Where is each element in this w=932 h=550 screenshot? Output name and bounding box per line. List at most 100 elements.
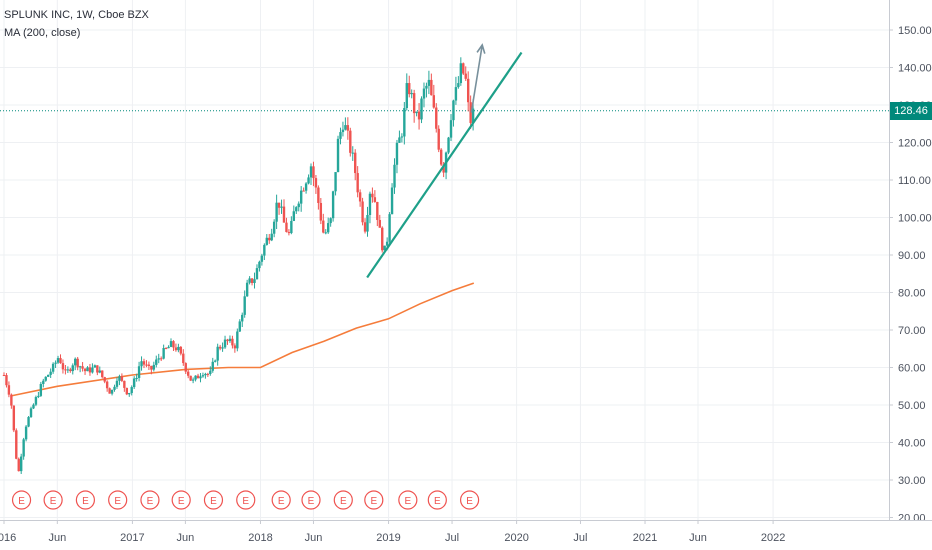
earnings-label: E	[178, 496, 185, 507]
candle-up	[253, 272, 256, 289]
y-tick-label: 40.00	[898, 438, 926, 450]
candle-up	[395, 139, 399, 174]
earnings-marker: E	[75, 490, 96, 510]
x-tick-label: Jun	[689, 532, 707, 544]
earnings-label: E	[370, 496, 377, 507]
x-axis[interactable]: 2016 Jun 2017 Jun 2018 Jun 2019 Jul 2020 Jul 2021 J…	[0, 520, 932, 550]
y-tick-label: 60.00	[898, 363, 926, 375]
candle-up	[299, 186, 303, 212]
candle-down	[226, 338, 229, 345]
candle-down	[105, 380, 109, 392]
symbol-title[interactable]: SPLUNK INC, 1W, Cboe BZX	[4, 9, 149, 21]
candle-down	[462, 62, 465, 75]
candle-down	[319, 198, 323, 225]
candle-down	[5, 373, 8, 388]
candle-up	[236, 328, 239, 352]
candle-up	[118, 374, 121, 386]
candle-down	[83, 368, 87, 375]
y-tick-label: 140.00	[898, 63, 932, 75]
candle-up	[260, 253, 264, 266]
candle-down	[103, 376, 106, 384]
candle-up	[204, 372, 207, 379]
earnings-label: E	[242, 496, 249, 507]
candle-up	[201, 372, 205, 378]
trendline	[366, 51, 523, 279]
candle-down	[101, 370, 104, 379]
candle-down	[378, 214, 381, 228]
x-tick-label: 2021	[633, 532, 657, 544]
candle-up	[400, 133, 404, 143]
candle-down	[408, 75, 411, 98]
candle-up	[66, 366, 70, 374]
candle-down	[15, 428, 18, 460]
candle-down	[417, 103, 421, 130]
candle-up	[49, 368, 52, 378]
x-tick-label: 2018	[248, 532, 272, 544]
candle-up	[162, 344, 165, 360]
earnings-marker: E	[203, 490, 224, 510]
candle-up	[422, 82, 426, 108]
drawing-annotations[interactable]	[366, 43, 523, 279]
candle-down	[346, 117, 350, 140]
candle-up	[130, 385, 133, 396]
candle-up	[91, 363, 94, 374]
candlestick-series	[2, 57, 475, 475]
x-tick-label: 2020	[504, 532, 528, 544]
candle-up	[390, 183, 394, 215]
candle-up	[238, 319, 241, 332]
candle-up	[420, 96, 423, 124]
candle-down	[88, 363, 92, 376]
candle-down	[174, 343, 178, 352]
candle-up	[447, 136, 450, 155]
candle-down	[466, 71, 470, 112]
candle-down	[108, 387, 111, 394]
candle-up	[98, 366, 101, 374]
candle-down	[142, 358, 146, 369]
candle-up	[24, 425, 28, 442]
y-axis[interactable]: 20.0030.0040.0050.0060.0070.0080.0090.00…	[889, 0, 932, 525]
earnings-marker: E	[43, 490, 63, 510]
candle-down	[285, 217, 288, 233]
candle-up	[403, 101, 406, 145]
candle-up	[22, 437, 25, 460]
candle-up	[275, 194, 278, 230]
candle-down	[7, 381, 11, 398]
earnings-label: E	[405, 496, 412, 507]
candle-up	[344, 117, 347, 131]
candle-down	[231, 335, 234, 349]
candle-down	[69, 367, 72, 373]
chart-legend: SPLUNK INC, 1W, Cboe BZX MA (200, close)	[4, 6, 149, 42]
candle-up	[211, 357, 214, 373]
candle-up	[329, 217, 332, 227]
candle-up	[334, 172, 337, 196]
candle-up	[44, 376, 47, 382]
chart-grid	[0, 0, 889, 520]
candle-up	[47, 374, 50, 378]
candle-up	[304, 182, 308, 194]
candle-down	[302, 187, 305, 192]
candle-down	[147, 361, 151, 371]
candle-up	[39, 381, 43, 397]
x-tick-label: 2017	[120, 532, 144, 544]
candle-down	[179, 345, 183, 356]
candle-down	[96, 365, 99, 376]
candle-up	[241, 312, 244, 328]
candle-up	[34, 395, 38, 407]
earnings-label: E	[210, 496, 217, 507]
candle-down	[218, 344, 222, 351]
earnings-marker: E	[271, 490, 291, 510]
candle-down	[2, 372, 6, 376]
candle-up	[351, 146, 354, 161]
y-tick-label: 150.00	[898, 25, 932, 37]
candle-down	[322, 213, 325, 234]
x-tick-label: Jun	[177, 532, 195, 544]
y-axis-bg	[889, 0, 932, 520]
indicator-label[interactable]: MA (200, close)	[4, 27, 81, 39]
y-tick-label: 110.00	[898, 175, 931, 187]
candle-down	[120, 373, 124, 383]
candle-up	[326, 217, 330, 234]
candle-down	[268, 234, 271, 244]
earnings-label: E	[18, 496, 25, 507]
x-tick-label: 2016	[0, 532, 16, 544]
